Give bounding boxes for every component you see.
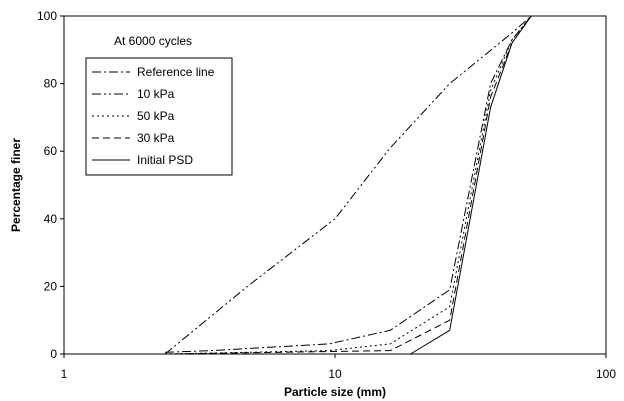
x-tick-label: 10 — [328, 367, 342, 381]
y-axis: 0 20 40 60 80 100 — [37, 9, 64, 361]
series-line-10-kpa — [164, 15, 532, 355]
legend: Reference line 10 kPa 50 kPa 30 kPa Initial … — [92, 65, 215, 167]
x-axis-title: Particle size (mm) — [284, 385, 386, 399]
y-axis-title: Percentage finer — [9, 138, 23, 232]
y-tick-label: 40 — [44, 212, 58, 226]
y-tick-label: 80 — [44, 77, 58, 91]
series-line-initial-psd — [410, 15, 532, 355]
y-tick-label: 20 — [44, 279, 58, 293]
y-tick-label: 0 — [50, 347, 57, 361]
x-axis: 1 10 100 — [61, 354, 616, 381]
x-tick-label: 1 — [61, 367, 68, 381]
chart-annotation: At 6000 cycles — [114, 34, 192, 48]
series-layer — [164, 15, 532, 355]
series-line-50-kpa — [165, 15, 532, 355]
legend-label: 30 kPa — [137, 131, 175, 145]
series-line-30-kpa — [165, 15, 532, 355]
y-tick-label: 60 — [44, 144, 58, 158]
series-line-reference-line — [165, 15, 532, 353]
x-tick-label: 100 — [596, 367, 616, 381]
legend-label: 10 kPa — [137, 87, 175, 101]
legend-box — [85, 57, 233, 176]
legend-label: 50 kPa — [137, 109, 175, 123]
legend-label: Reference line — [137, 65, 215, 79]
y-tick-label: 100 — [37, 9, 57, 23]
legend-label: Initial PSD — [137, 153, 193, 167]
